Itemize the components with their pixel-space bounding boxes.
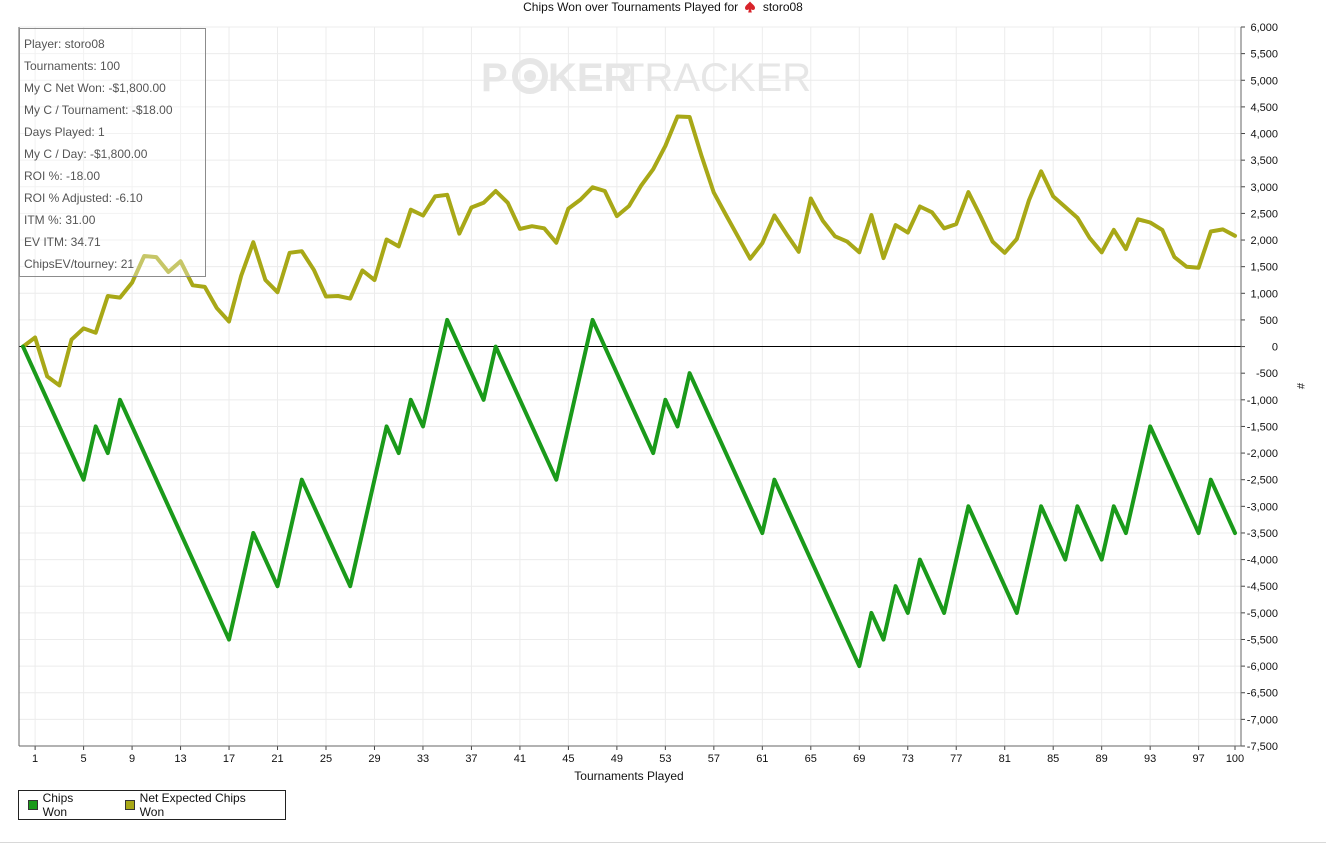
watermark-chip-icon xyxy=(512,58,548,94)
y-axis-label: # xyxy=(1294,383,1306,390)
y-tick-label: -6,500 xyxy=(1247,688,1278,700)
stat-per-day: My C / Day: -$1,800.00 xyxy=(24,147,148,161)
watermark-chip-center xyxy=(524,70,536,82)
x-tick-label: 69 xyxy=(853,753,865,765)
stat-net-won: My C Net Won: -$1,800.00 xyxy=(24,81,166,95)
x-tick-label: 89 xyxy=(1096,753,1108,765)
y-tick-label: 4,500 xyxy=(1250,102,1278,114)
y-tick-label: -5,500 xyxy=(1247,634,1278,646)
x-tick-label: 49 xyxy=(611,753,623,765)
watermark-text-ker: KER xyxy=(548,56,633,100)
legend-item-net-expected: Net Expected Chips Won xyxy=(125,791,267,819)
stat-roi: ROI %: -18.00 xyxy=(24,169,101,183)
watermark-text-p: P xyxy=(481,56,508,100)
stat-chipsev: ChipsEV/tourney: 21 xyxy=(24,257,135,271)
y-tick-label: 1,000 xyxy=(1250,288,1278,300)
chart-title-text: Chips Won over Tournaments Played for xyxy=(523,0,739,14)
legend-label-net-expected: Net Expected Chips Won xyxy=(139,791,246,819)
x-axis-label: Tournaments Played xyxy=(574,769,683,783)
x-tick-label: 37 xyxy=(465,753,477,765)
y-tick-label: -3,500 xyxy=(1247,528,1278,540)
y-tick-label: -3,000 xyxy=(1247,501,1278,513)
chart-legend: Chips Won Net Expected Chips Won xyxy=(18,790,286,820)
y-tick-label: 5,500 xyxy=(1250,49,1278,61)
x-tick-label: 81 xyxy=(999,753,1011,765)
x-tick-label: 41 xyxy=(514,753,526,765)
y-tick-label: 4,000 xyxy=(1250,129,1278,141)
x-tick-label: 9 xyxy=(129,753,135,765)
x-tick-label: 57 xyxy=(708,753,720,765)
x-tick-label: 45 xyxy=(562,753,574,765)
x-tick-label: 85 xyxy=(1047,753,1059,765)
y-tick-label: -1,500 xyxy=(1247,421,1278,433)
x-tick-label: 17 xyxy=(223,753,235,765)
x-tick-label: 77 xyxy=(950,753,962,765)
y-tick-label: -7,000 xyxy=(1247,714,1278,726)
chart-title: Chips Won over Tournaments Played for st… xyxy=(0,0,1326,14)
x-tick-label: 29 xyxy=(368,753,380,765)
x-tick-label: 93 xyxy=(1144,753,1156,765)
x-tick-label: 5 xyxy=(81,753,87,765)
stats-panel: Player: storo08 Tournaments: 100 My C Ne… xyxy=(19,28,206,277)
x-tick-label: 33 xyxy=(417,753,429,765)
y-tick-label: -500 xyxy=(1256,368,1278,380)
watermark-text-tracker: TRACKER xyxy=(620,56,811,100)
x-tick-label: 53 xyxy=(659,753,671,765)
legend-swatch-chips-won xyxy=(28,800,38,810)
x-tick-label: 73 xyxy=(902,753,914,765)
x-tick-label: 21 xyxy=(271,753,283,765)
x-tick-labels: 1 5 9 13 17 21 25 29 33 37 41 45 49 53 57 61 65 69 73 77 81 8… xyxy=(32,753,1244,765)
legend-label-chips-won: Chips Won xyxy=(42,791,74,819)
y-tick-label: 3,500 xyxy=(1250,155,1278,167)
chart-title-player: storo08 xyxy=(762,0,803,14)
stat-player: Player: storo08 xyxy=(24,37,105,51)
stat-days-played: Days Played: 1 xyxy=(24,125,105,139)
grid-lines xyxy=(19,26,1241,747)
y-tick-label: 0 xyxy=(1272,342,1278,354)
y-tick-label: -4,500 xyxy=(1247,581,1278,593)
y-tick-label: 2,000 xyxy=(1250,235,1278,247)
stat-ev-itm: EV ITM: 34.71 xyxy=(24,235,101,249)
x-tick-label: 65 xyxy=(805,753,817,765)
stat-per-tournament: My C / Tournament: -$18.00 xyxy=(24,103,173,117)
y-tick-label: 2,500 xyxy=(1250,208,1278,220)
y-tick-label: -6,000 xyxy=(1247,661,1278,673)
y-tick-label: 500 xyxy=(1260,315,1278,327)
series-lines xyxy=(21,114,1237,669)
y-tick-label: -4,000 xyxy=(1247,555,1278,567)
y-tick-label: -2,000 xyxy=(1247,448,1278,460)
y-tick-labels: 6,000 5,500 5,000 4,500 4,000 3,500 3,000 2,500… xyxy=(1247,22,1278,753)
legend-swatch-net-expected xyxy=(125,800,135,810)
y-tick-label: -7,500 xyxy=(1247,741,1278,753)
x-tick-label: 25 xyxy=(320,753,332,765)
window-bottom-border xyxy=(0,842,1326,843)
series-line-net-expected xyxy=(21,114,1237,388)
y-tick-label: 3,000 xyxy=(1250,182,1278,194)
y-tick-label: 6,000 xyxy=(1250,22,1278,34)
stat-tournaments: Tournaments: 100 xyxy=(24,59,121,73)
stat-itm: ITM %: 31.00 xyxy=(24,213,96,227)
y-tick-label: -2,500 xyxy=(1247,475,1278,487)
y-tick-label: -5,000 xyxy=(1247,608,1278,620)
spade-icon xyxy=(745,1,756,13)
x-tick-label: 1 xyxy=(32,753,38,765)
legend-item-chips-won: Chips Won xyxy=(28,791,98,819)
y-tick-label: 5,000 xyxy=(1250,75,1278,87)
x-tick-label: 13 xyxy=(174,753,186,765)
x-tick-label: 100 xyxy=(1226,753,1244,765)
axes xyxy=(18,26,1245,750)
x-tick-label: 61 xyxy=(756,753,768,765)
y-tick-label: -1,000 xyxy=(1247,395,1278,407)
series-line-chips-won xyxy=(21,317,1237,669)
x-tick-label: 97 xyxy=(1193,753,1205,765)
y-tick-label: 1,500 xyxy=(1250,262,1278,274)
stat-roi-adjusted: ROI % Adjusted: -6.10 xyxy=(24,191,143,205)
